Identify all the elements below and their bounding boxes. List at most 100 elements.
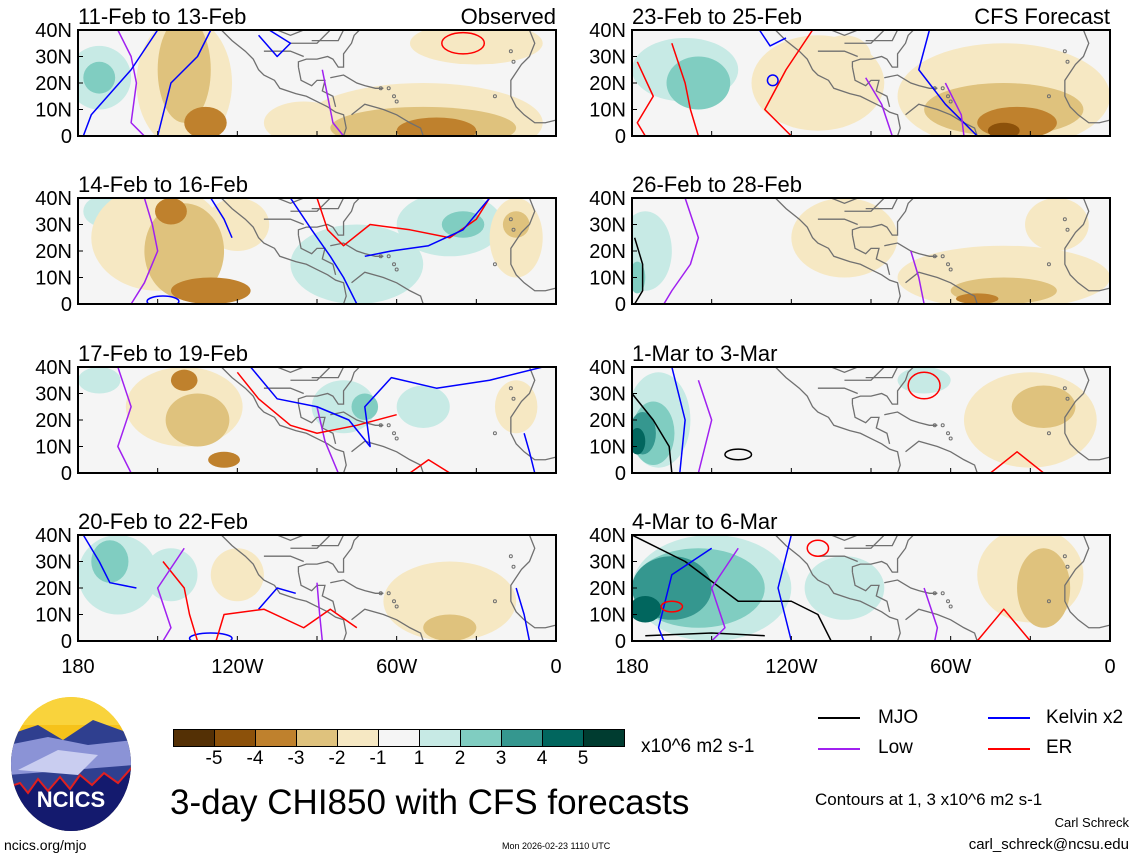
panel-source-tag: CFS Forecast: [974, 4, 1110, 29]
map-panel: 14-Feb to 16-Feb 40N 30N 20N 10N 0: [35, 172, 557, 316]
lat-tick-label: 20N: [589, 241, 626, 263]
island: [378, 423, 383, 428]
anomaly-region: [170, 369, 198, 391]
ncics-logo: NCICS: [11, 697, 131, 831]
anomaly-region: [1017, 548, 1071, 628]
coastline: [830, 535, 858, 541]
lon-tick-label: 0: [550, 656, 561, 678]
coastline: [220, 535, 347, 641]
anomaly-region: [184, 106, 227, 136]
contour-kelvin: [671, 367, 686, 473]
colorbar-swatch: [379, 730, 420, 746]
anomaly-region: [165, 393, 230, 447]
island: [378, 591, 383, 596]
island: [392, 94, 397, 99]
panel-title: 14-Feb to 16-Feb: [78, 172, 248, 197]
coastline: [510, 30, 556, 124]
anomaly-region: [91, 540, 129, 583]
legend-line-mjo: [818, 717, 860, 719]
contour-er: [162, 561, 199, 641]
island: [946, 431, 951, 436]
map-panel: 26-Feb to 28-Feb 40N 30N 20N 10N 0: [589, 172, 1111, 316]
contour-kelvin: [210, 198, 233, 239]
island: [1065, 396, 1070, 401]
island: [508, 217, 513, 222]
coastline: [844, 535, 885, 549]
anomaly-region: [155, 198, 187, 225]
coastline: [851, 234, 891, 276]
colorbar-label: -1: [369, 748, 387, 769]
coastline: [276, 30, 304, 36]
coastline: [351, 608, 424, 641]
contour-kelvin: [515, 587, 531, 641]
colorbar-swatch: [338, 730, 379, 746]
coastline: [290, 367, 331, 381]
island: [948, 436, 953, 441]
lat-tick-label: 0: [615, 463, 626, 485]
contour-kelvin: [250, 367, 543, 448]
anomaly-region: [502, 211, 530, 238]
site-link[interactable]: ncics.org/mjo: [4, 837, 87, 853]
map-panel: 17-Feb to 19-Feb 40N 30N 20N 10N 0: [35, 341, 557, 485]
contour-kelvin: [758, 30, 787, 47]
contour-kelvin: [188, 632, 233, 641]
island: [932, 423, 937, 428]
colorbar-swatch: [215, 730, 256, 746]
island: [492, 599, 497, 604]
coastline: [297, 30, 360, 68]
anomaly-region: [955, 293, 999, 304]
contour-er: [316, 198, 491, 247]
island: [1046, 262, 1051, 267]
island: [1046, 431, 1051, 436]
coastline: [311, 535, 345, 547]
contour-kelvin: [289, 198, 358, 304]
colorbar-swatch: [297, 730, 338, 746]
coastline: [1064, 30, 1110, 124]
contour-low: [316, 582, 324, 641]
coastline: [844, 30, 885, 44]
island: [1062, 49, 1067, 54]
lat-tick-label: 30N: [35, 384, 72, 406]
contour-low: [130, 198, 159, 304]
island: [492, 431, 497, 436]
contour-low: [321, 69, 345, 136]
contour-er: [409, 459, 451, 473]
anomaly-region: [666, 56, 731, 110]
island: [386, 254, 391, 259]
legend-label-mjo: MJO: [878, 707, 919, 728]
island: [394, 604, 399, 609]
anomaly-region: [632, 595, 662, 623]
contour-low: [944, 82, 965, 136]
anomaly-region: [897, 245, 1110, 304]
contour-low: [865, 77, 893, 136]
contour-kelvin: [156, 30, 212, 136]
lat-tick-label: 30N: [35, 215, 72, 237]
coastline: [851, 403, 891, 445]
island: [948, 99, 953, 104]
contour-er: [636, 61, 654, 136]
lat-tick-label: 0: [615, 631, 626, 653]
lat-tick-label: 0: [615, 294, 626, 316]
coastline: [510, 535, 556, 629]
colorbar-label: -2: [328, 748, 346, 769]
island: [394, 436, 399, 441]
colorbar-label: 5: [577, 748, 589, 769]
island: [940, 591, 945, 596]
island: [1062, 554, 1067, 559]
contour-kelvin: [258, 30, 292, 58]
contour-mjo: [633, 237, 644, 304]
island: [392, 599, 397, 604]
colorbar-label: 4: [536, 748, 548, 769]
contour-er: [907, 371, 941, 400]
lat-tick-label: 10N: [35, 605, 72, 627]
contour-low: [117, 367, 132, 473]
units-label: x10^6 m2 s-1: [641, 736, 755, 757]
coastline: [830, 367, 858, 373]
contour-er: [764, 30, 814, 136]
island: [386, 86, 391, 91]
coastline: [817, 387, 858, 395]
coastline: [311, 30, 345, 42]
anomaly-region: [441, 211, 485, 238]
anomaly-region: [144, 548, 198, 602]
island: [492, 94, 497, 99]
